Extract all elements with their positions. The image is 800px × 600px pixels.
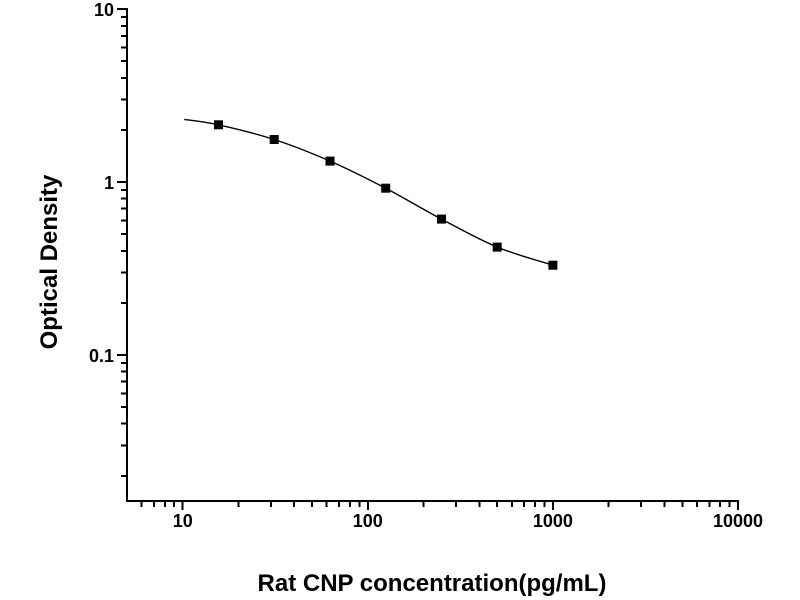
- y-axis-ticks: [117, 8, 126, 477]
- data-point-marker: [492, 242, 502, 252]
- plot-area: 10 100 1000 10000 10 1 0.1: [89, 0, 763, 531]
- x-tick-label: 1000: [533, 511, 573, 531]
- y-tick-label: 0.1: [89, 346, 114, 366]
- y-axis-tick-labels: 10 1 0.1: [89, 0, 114, 366]
- axes-lines: [126, 8, 739, 502]
- y-tick-label: 10: [94, 0, 114, 20]
- x-axis-tick-labels: 10 100 1000 10000: [173, 511, 763, 531]
- data-point-marker: [548, 260, 558, 270]
- data-point-marker: [437, 214, 446, 224]
- y-axis-title: Optical Density: [36, 174, 63, 349]
- y-tick-label: 1: [104, 173, 114, 193]
- data-point-markers: [214, 120, 558, 270]
- x-tick-label: 10: [173, 511, 193, 531]
- x-tick-label: 10000: [713, 511, 763, 531]
- x-tick-label: 100: [353, 511, 383, 531]
- data-point-marker: [269, 135, 279, 144]
- x-axis-title: Rat CNP concentration(pg/mL): [258, 570, 607, 597]
- data-point-marker: [214, 120, 223, 130]
- x-axis-ticks: [140, 502, 739, 510]
- data-point-marker: [381, 183, 391, 193]
- data-point-marker: [325, 156, 335, 166]
